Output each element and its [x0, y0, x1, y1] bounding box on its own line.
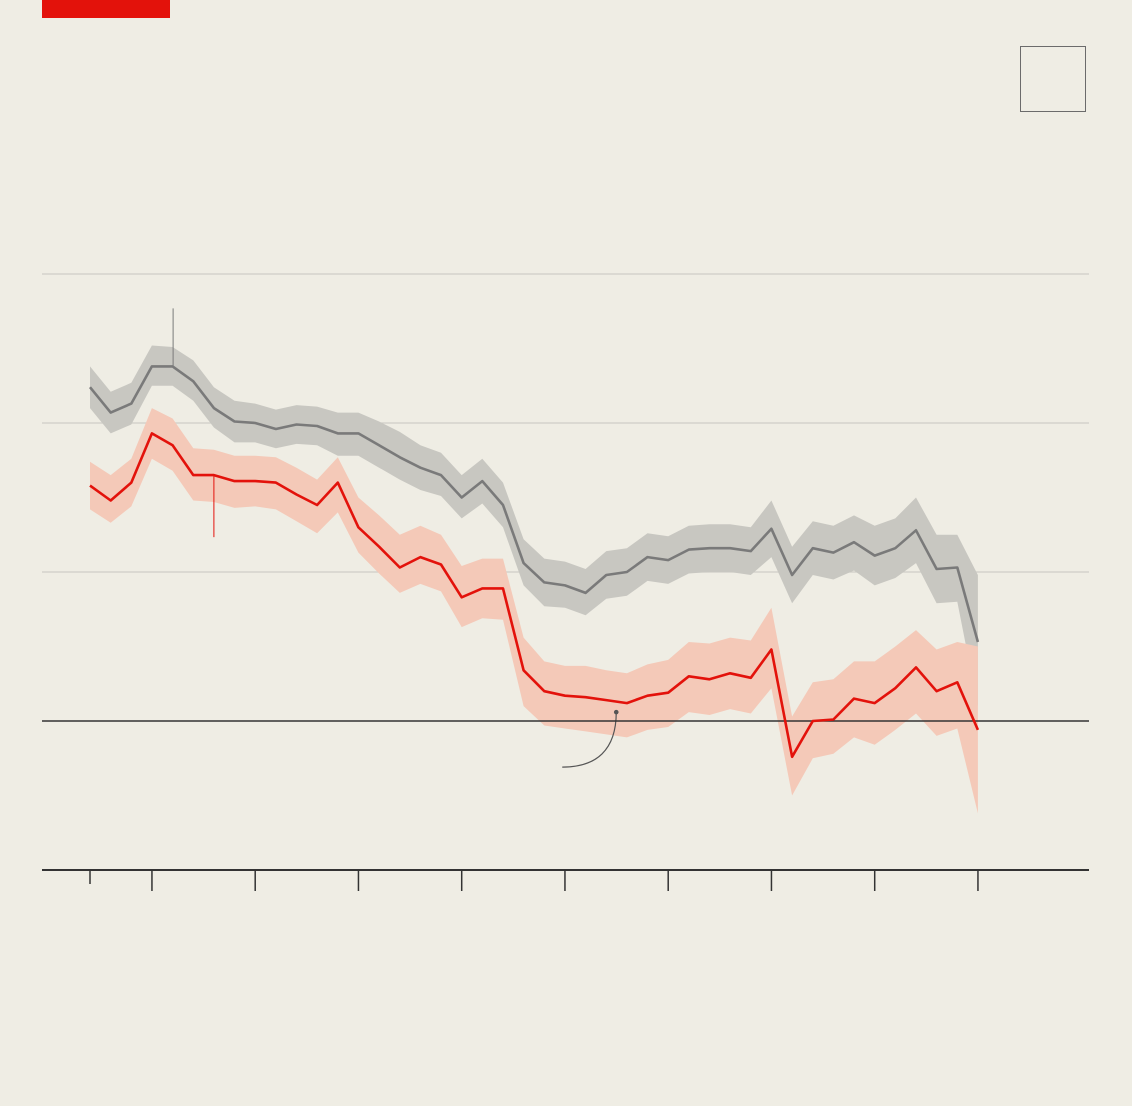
annotation-callout — [562, 712, 617, 768]
brand-red-bar — [42, 0, 170, 18]
series-line-grey — [88, 365, 980, 643]
confidence-band — [90, 345, 978, 707]
annotation-dot — [613, 709, 619, 715]
logo-box — [1020, 46, 1086, 112]
series-line-red — [89, 432, 980, 759]
confidence-band — [90, 408, 978, 814]
